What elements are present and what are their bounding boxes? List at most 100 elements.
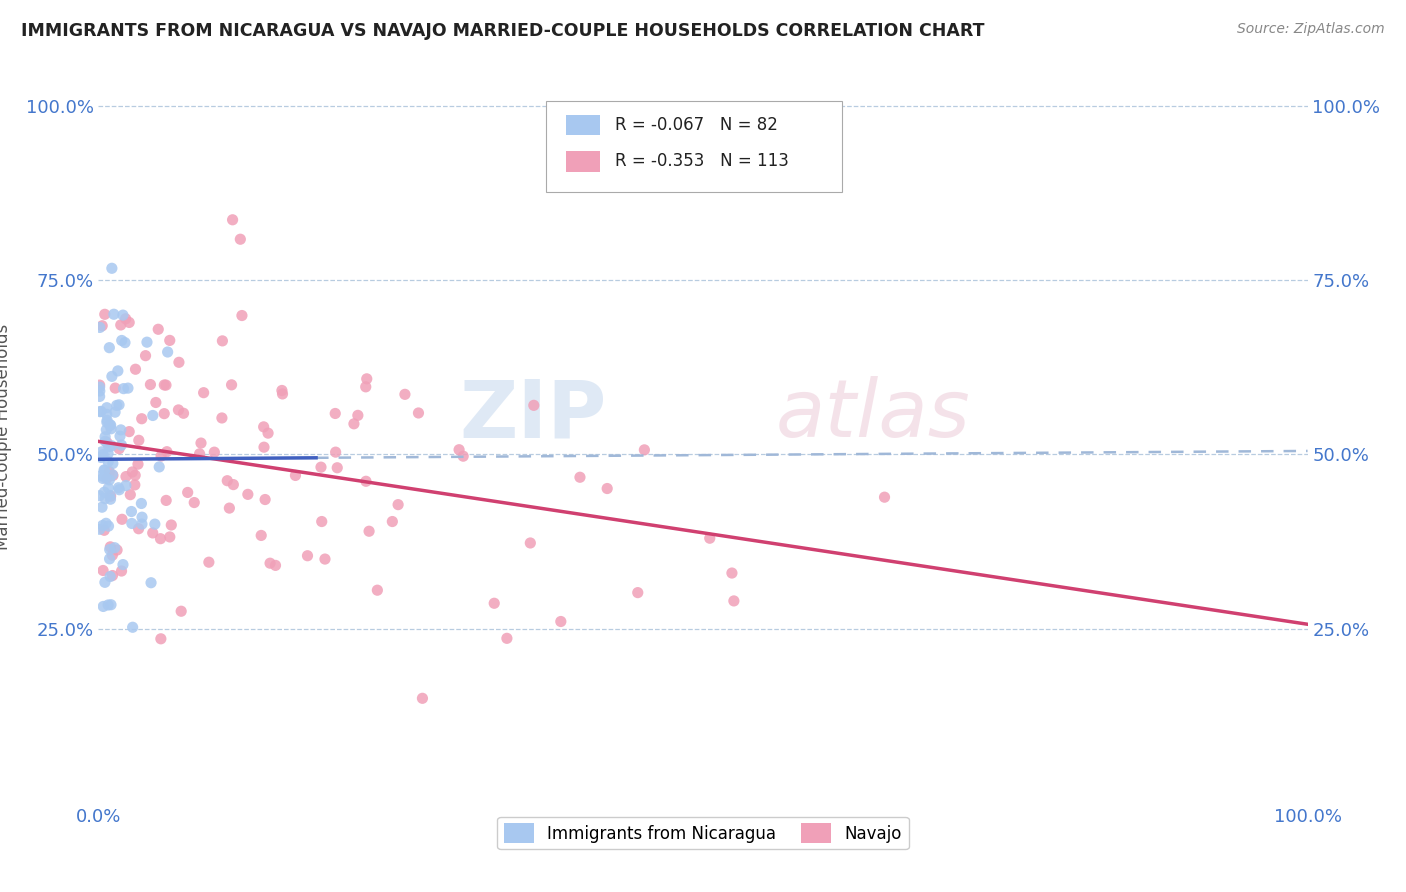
Point	[202, 445, 225, 459]
Point	[103, 307, 125, 321]
Point	[98, 417, 121, 432]
Point	[167, 403, 190, 417]
Point	[100, 422, 122, 436]
Point	[314, 552, 336, 566]
Point	[107, 481, 129, 495]
Point	[873, 490, 896, 504]
Point	[91, 599, 114, 614]
Point	[394, 387, 416, 401]
Point	[110, 318, 132, 332]
Point	[110, 423, 132, 437]
Point	[131, 496, 153, 510]
Bar	[567, 151, 600, 171]
Point	[100, 492, 122, 507]
Point	[91, 564, 114, 578]
Point	[148, 459, 170, 474]
Point	[297, 549, 319, 563]
Point	[323, 407, 346, 421]
Point	[128, 434, 150, 448]
Point	[231, 309, 253, 323]
Point	[449, 442, 471, 457]
Point	[153, 378, 176, 392]
Point	[89, 320, 111, 334]
Point	[115, 469, 138, 483]
Point	[143, 517, 166, 532]
Point	[104, 405, 127, 419]
Point	[93, 485, 115, 500]
Point	[155, 378, 177, 392]
Point	[356, 372, 378, 386]
Point	[451, 449, 474, 463]
Point	[127, 457, 149, 471]
Point	[94, 575, 117, 590]
Text: ZIP: ZIP	[458, 376, 606, 454]
Point	[309, 460, 332, 475]
Point	[89, 522, 111, 536]
Point	[568, 470, 591, 484]
Point	[311, 515, 333, 529]
Point	[139, 377, 162, 392]
Point	[104, 541, 127, 555]
Point	[190, 436, 212, 450]
Point	[94, 434, 117, 449]
Point	[121, 516, 143, 531]
Point	[115, 478, 138, 492]
Point	[97, 481, 120, 495]
Point	[218, 501, 240, 516]
Point	[325, 445, 347, 459]
Point	[211, 411, 233, 425]
Point	[550, 615, 572, 629]
Point	[91, 471, 114, 485]
Point	[211, 334, 233, 348]
Point	[523, 398, 546, 412]
Point	[94, 516, 117, 531]
Point	[97, 598, 120, 612]
Point	[253, 420, 276, 434]
Point	[90, 445, 112, 459]
Point	[149, 632, 172, 646]
Point	[114, 335, 136, 350]
Point	[633, 442, 655, 457]
Point	[98, 488, 121, 502]
Point	[91, 318, 114, 333]
Point	[387, 498, 409, 512]
Point	[89, 380, 111, 394]
Point	[121, 465, 143, 479]
Point	[155, 493, 177, 508]
Point	[198, 555, 221, 569]
Point	[145, 395, 167, 409]
Point	[221, 212, 243, 227]
Point	[97, 446, 120, 460]
Point	[131, 517, 153, 532]
Point	[120, 488, 142, 502]
Point	[699, 531, 721, 545]
Point	[519, 536, 541, 550]
Point	[93, 463, 115, 477]
Point	[110, 438, 132, 452]
Point	[101, 261, 124, 276]
Point	[90, 450, 112, 465]
Point	[167, 355, 190, 369]
Point	[101, 548, 124, 562]
Point	[96, 407, 118, 421]
Point	[108, 483, 131, 497]
Point	[160, 518, 183, 533]
Point	[96, 435, 118, 450]
Point	[117, 381, 139, 395]
Text: R = -0.067   N = 82: R = -0.067 N = 82	[614, 116, 778, 134]
Point	[105, 543, 128, 558]
Point	[89, 389, 111, 403]
Point	[136, 335, 159, 350]
Point	[250, 528, 273, 542]
Point	[150, 449, 173, 463]
Point	[366, 583, 388, 598]
Point	[257, 426, 280, 441]
Point	[148, 322, 170, 336]
Point	[627, 585, 650, 599]
Point	[188, 447, 211, 461]
Bar	[567, 114, 600, 135]
Point	[91, 518, 114, 533]
Point	[96, 423, 118, 437]
Point	[142, 409, 165, 423]
Point	[94, 491, 117, 506]
